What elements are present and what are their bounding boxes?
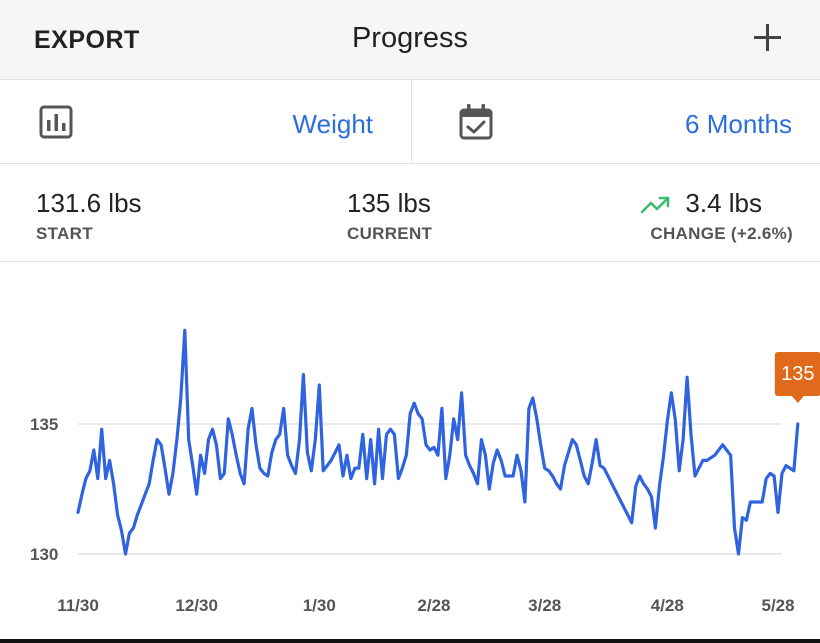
- x-tick-label: 11/30: [57, 596, 99, 615]
- calendar-check-icon: [459, 104, 493, 140]
- export-button[interactable]: EXPORT: [34, 26, 140, 54]
- plus-icon[interactable]: [752, 22, 784, 54]
- top-bar: EXPORT Progress: [0, 0, 820, 80]
- metric-label: Weight: [292, 109, 373, 139]
- start-value: 131.6 lbs: [36, 188, 142, 218]
- bar-chart-icon: [39, 105, 73, 139]
- x-tick-label: 12/30: [175, 596, 218, 615]
- start-label: START: [36, 224, 93, 243]
- last-value-badge: [774, 352, 820, 403]
- x-tick-label: 3/28: [528, 596, 561, 615]
- x-tick-label: 2/28: [417, 596, 450, 615]
- range-label: 6 Months: [685, 109, 792, 139]
- x-tick-label: 5/28: [761, 596, 794, 615]
- y-tick-label: 130: [30, 545, 58, 564]
- x-tick-label: 4/28: [651, 596, 684, 615]
- current-label: CURRENT: [347, 224, 433, 243]
- x-tick-label: 1/30: [303, 596, 336, 615]
- change-label: CHANGE (+2.6%): [650, 224, 793, 243]
- weight-series-line: [76, 328, 800, 556]
- current-value: 135 lbs: [347, 188, 431, 218]
- metric-selector[interactable]: Weight: [0, 80, 412, 164]
- last-value-label: 135: [781, 363, 814, 385]
- range-selector[interactable]: 6 Months: [412, 80, 820, 164]
- y-tick-label: 135: [30, 415, 58, 434]
- change-value: 3.4 lbs: [685, 188, 762, 218]
- stats-row: 131.6 lbs START 135 lbs CURRENT 3.4 lbs …: [0, 164, 820, 262]
- page-title: Progress: [351, 22, 469, 54]
- selector-row: Weight 6 Months: [0, 80, 820, 164]
- weight-chart-svg: 135 130 11/30 12/30 1/30 2/28 3/28 4/28 5/28 135: [30, 328, 820, 615]
- weight-chart: 135 130 11/30 12/30 1/30 2/28 3/28 4/28 5/28 135: [0, 263, 820, 643]
- bottom-divider: [0, 639, 820, 643]
- trending-up-icon: [640, 196, 670, 214]
